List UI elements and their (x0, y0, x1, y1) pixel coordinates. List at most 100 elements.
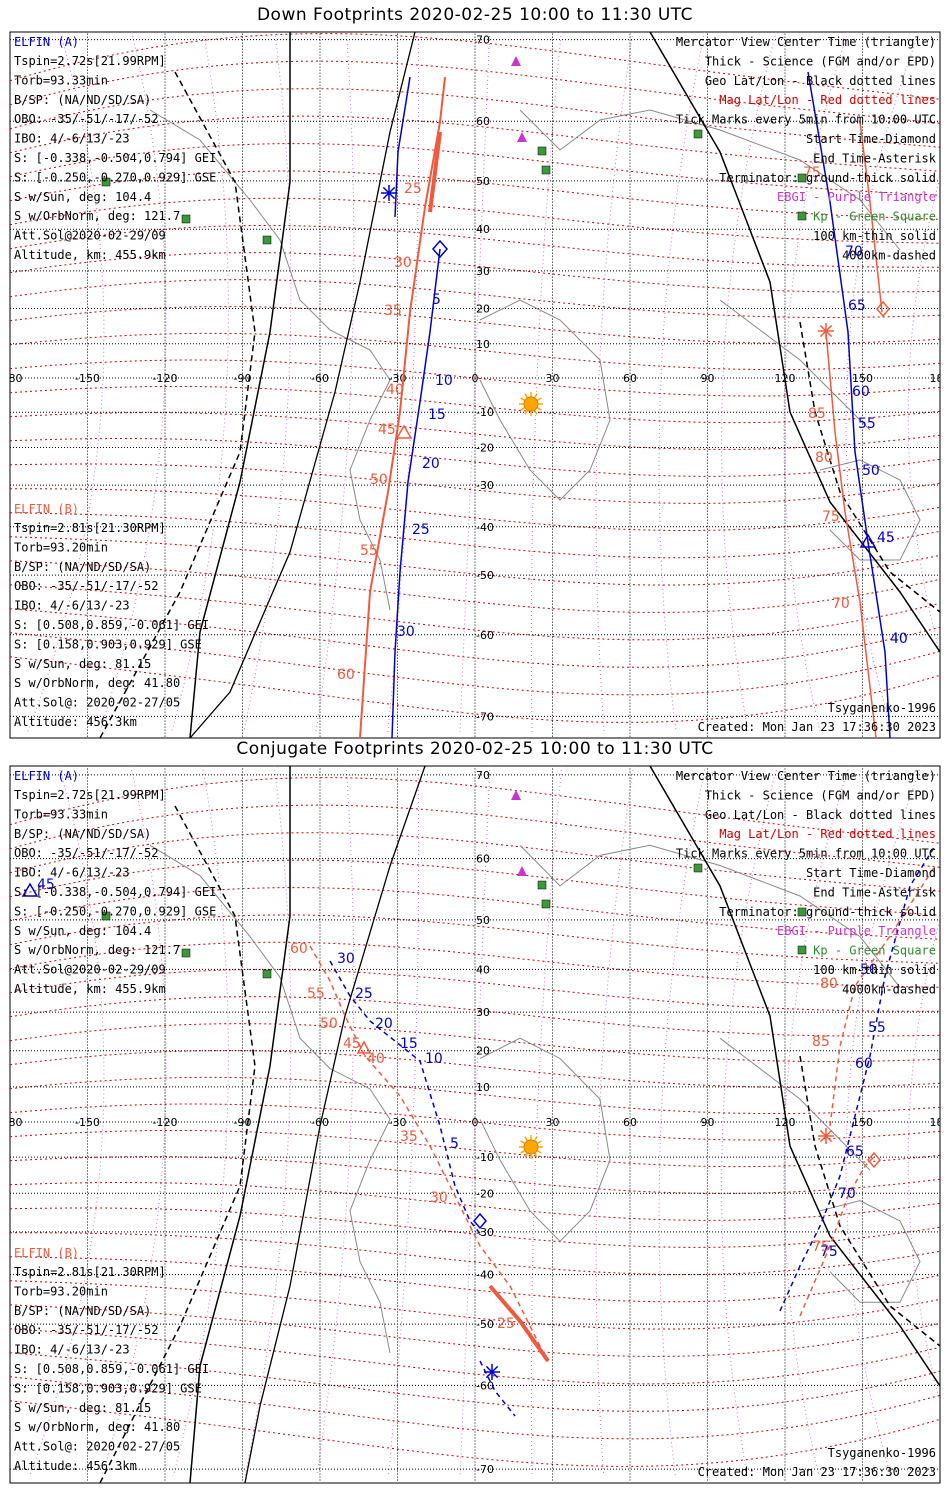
elfin-a-param: OBO: -35/-51/-17/-52 (14, 846, 159, 860)
end-asterisk-icon (819, 324, 833, 338)
lat-tick-label: 70 (476, 769, 490, 782)
lon-tick-label: 0 (472, 372, 479, 385)
elfin-a-track-right (807, 71, 891, 738)
elfin-a-track (391, 248, 441, 738)
elfin-a-param: S: [-0.250,-0.270,0.929] GSE (14, 904, 216, 918)
purple-triangle-icon (517, 866, 527, 876)
elfin-b-info: ELFIN (B) Tspin=2.81s[21.30RPM] Torb=93.20… (14, 502, 209, 729)
mag-latitude-line (10, 560, 940, 613)
legend-entry: Kp - Green Square (813, 210, 936, 224)
track-time-label-b-right: 80 (815, 450, 833, 466)
lon-tick-label: 60 (623, 1116, 637, 1129)
track-time-label-b: 45 (343, 1036, 361, 1052)
elfin-b-name: ELFIN (B) (14, 502, 79, 516)
elfin-a-param: B/SP: (NA/ND/SD/SA) (14, 93, 151, 107)
track-time-label-b: 30 (430, 1190, 448, 1206)
green-square-icon (537, 146, 547, 156)
track-time-label-b-right: 75 (803, 165, 821, 181)
elfin-a-param: S w/Sun, deg: 104.4 (14, 190, 151, 204)
lon-tick-label: 150 (852, 372, 873, 385)
track-time-label-b: 40 (386, 382, 404, 398)
mag-latitude-line (10, 252, 940, 293)
lat-tick-label: 40 (476, 223, 490, 236)
elfin-b-param: S w/OrbNorm, deg: 41.80 (14, 676, 180, 690)
mag-latitude-line (10, 914, 940, 964)
lon-tick-label: 180 (930, 372, 950, 385)
track-time-label-a-right: 45 (877, 530, 895, 546)
track-time-label-b: 45 (378, 422, 396, 438)
elfin-a-param: IBO: 4/-6/13/-23 (14, 132, 130, 146)
terminator-left-dashed (99, 71, 256, 738)
elfin-a-info: ELFIN (A) Tspin=2.72s[21.99RPM] Torb=93.33… (14, 35, 216, 262)
terminator-left (189, 32, 291, 738)
track-time-label-b: 40 (367, 1051, 385, 1067)
legend-entry: Geo Lat/Lon - Black dotted lines (705, 74, 936, 88)
legend-entry: Mercator View Center Time (triangle) (676, 35, 936, 49)
lat-tick-label: 30 (476, 265, 490, 278)
elfin-b-param: OBO: -35/-51/-17/-52 (14, 579, 159, 593)
elfin-a-param: Tspin=2.72s[21.99RPM] (14, 788, 166, 802)
track-time-label-a-right: 75 (820, 1244, 838, 1260)
elfin-a-param: S w/Sun, deg: 104.4 (14, 924, 151, 938)
start-diamond-icon (473, 1212, 487, 1230)
elfin-a-param: Altitude, km: 455.9km (14, 248, 166, 262)
center-triangle-icon (356, 1040, 372, 1054)
lon-tick-label: -120 (153, 1116, 178, 1129)
mag-latitude-line (10, 941, 940, 988)
elfin-b-param: S w/Sun, deg: 81.15 (14, 1401, 151, 1415)
elfin-a-param: S: [-0.338,-0.504,0.794] GEI (14, 151, 216, 165)
panel-title-down: Down Footprints 2020-02-25 10:00 to 11:3… (256, 5, 694, 25)
elfin-b-param: S: [0.508,0.859,-0.061] GEI (14, 1362, 209, 1376)
lat-tick-label: -10 (476, 1151, 494, 1164)
purple-triangle-icon (517, 132, 527, 142)
elfin-a-track-north (394, 76, 411, 218)
lon-tick-label: -150 (75, 372, 100, 385)
track-time-label-a: 20 (422, 456, 440, 472)
track-time-label-a: 15 (400, 1036, 418, 1052)
purple-triangle-icon (511, 56, 521, 66)
track-time-label-b: 35 (384, 303, 402, 319)
legend-entry: Mag Lat/Lon - Red dotted lines (719, 827, 936, 841)
track-time-label-b-right: 75 (812, 1239, 830, 1255)
lat-tick-label: 70 (476, 34, 490, 47)
mag-latitude-line (10, 170, 940, 220)
mag-latitude-line (10, 1352, 940, 1412)
map-content: -180 -150 -120 -90 -60 -30 0 30 60 90 120 150 180 70 6… (10, 32, 950, 738)
elfin-b-param: Att.Sol@: 2020-02-27/05 (14, 696, 180, 710)
terminator-left (189, 766, 291, 1483)
lon-tick-label: 90 (701, 1116, 715, 1129)
purple-triangle-icon (511, 790, 521, 800)
lat-tick-label: -60 (476, 629, 494, 642)
track-time-label-a: 15 (428, 407, 446, 423)
terminator-thin (189, 32, 416, 738)
track-time-label-b-right: 70 (832, 596, 850, 612)
elfin-a-param: B/SP: (NA/ND/SD/SA) (14, 827, 151, 841)
mag-latitude-line (10, 197, 940, 244)
lon-tick-label: -150 (75, 1116, 100, 1129)
legend-entry: Terminator: ground-thick solid (719, 905, 936, 919)
lat-tick-label: 50 (476, 914, 490, 927)
lat-tick-label: -50 (476, 1318, 494, 1331)
sun-icon (519, 392, 543, 416)
track-time-label-a-right: 65 (846, 1144, 864, 1160)
legend-entry: 4000km-dashed (842, 982, 936, 996)
center-triangle-icon (395, 424, 413, 439)
mag-longitude-line (530, 32, 562, 733)
legend-entry: 4000km-dashed (842, 248, 936, 262)
elfin-b-param: Tspin=2.81s[21.30RPM] (14, 521, 166, 535)
elfin-b-param: Tspin=2.81s[21.30RPM] (14, 1265, 166, 1279)
legend-entry: Mercator View Center Time (triangle) (676, 769, 936, 783)
green-square-icon (101, 911, 111, 921)
elfin-b-param: S: [0.158,0.903,0.929] GSE (14, 637, 202, 651)
lat-tick-label: 60 (476, 853, 490, 866)
terminator-right (649, 766, 940, 1387)
lat-tick-label: -50 (476, 569, 494, 582)
track-time-label-a: 10 (425, 1051, 443, 1067)
terminator-right-dashed (799, 321, 940, 613)
track-time-label-b: 55 (360, 543, 378, 559)
lat-tick-label: -70 (476, 1463, 494, 1476)
elfin-a-param: Tspin=2.72s[21.99RPM] (14, 54, 166, 68)
lon-tick-label: -120 (153, 372, 178, 385)
coastline (819, 459, 921, 561)
elfin-a-param: Altitude, km: 455.9km (14, 982, 166, 996)
